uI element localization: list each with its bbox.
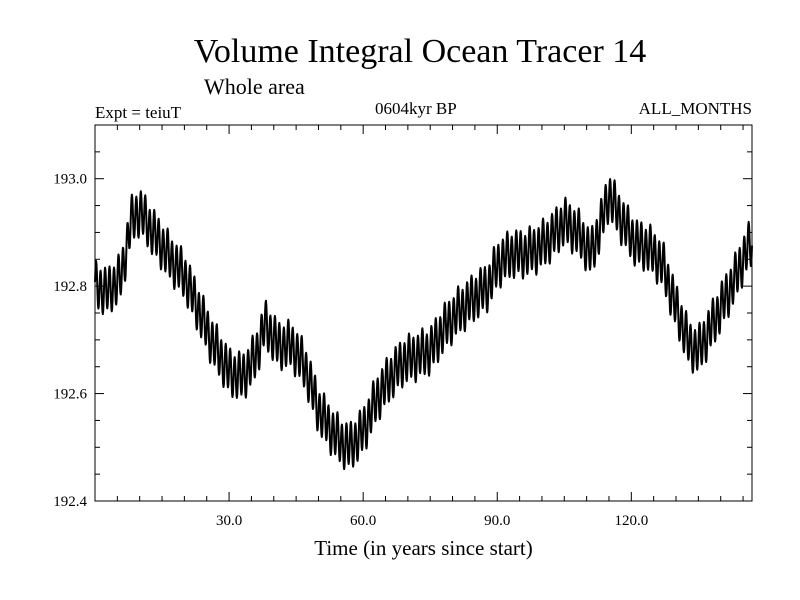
chart-title: Volume Integral Ocean Tracer 14	[193, 33, 647, 70]
x-tick-label: 60.0	[350, 513, 376, 529]
x-axis-label: Time (in years since start)	[314, 536, 533, 560]
period-label: 0604kyr BP	[375, 99, 457, 118]
experiment-label: Expt = teiuT	[95, 103, 182, 122]
chart-axes: 30.0 60.0 90.0 120.0 192.4 192.6 192.8 193.0	[53, 124, 752, 529]
x-tick-label: 90.0	[484, 513, 510, 529]
x-tick-label: 30.0	[216, 513, 242, 529]
y-tick-label: 193.0	[53, 172, 87, 188]
x-tick-label: 120.0	[614, 513, 648, 529]
y-tick-label: 192.6	[53, 387, 87, 403]
months-label: ALL_MONTHS	[638, 99, 752, 118]
plot-frame	[94, 124, 753, 502]
y-tick-label: 192.4	[53, 494, 87, 510]
y-tick-label: 192.8	[53, 279, 87, 295]
series-line	[94, 178, 753, 471]
chart-subtitle: Whole area	[204, 74, 305, 99]
